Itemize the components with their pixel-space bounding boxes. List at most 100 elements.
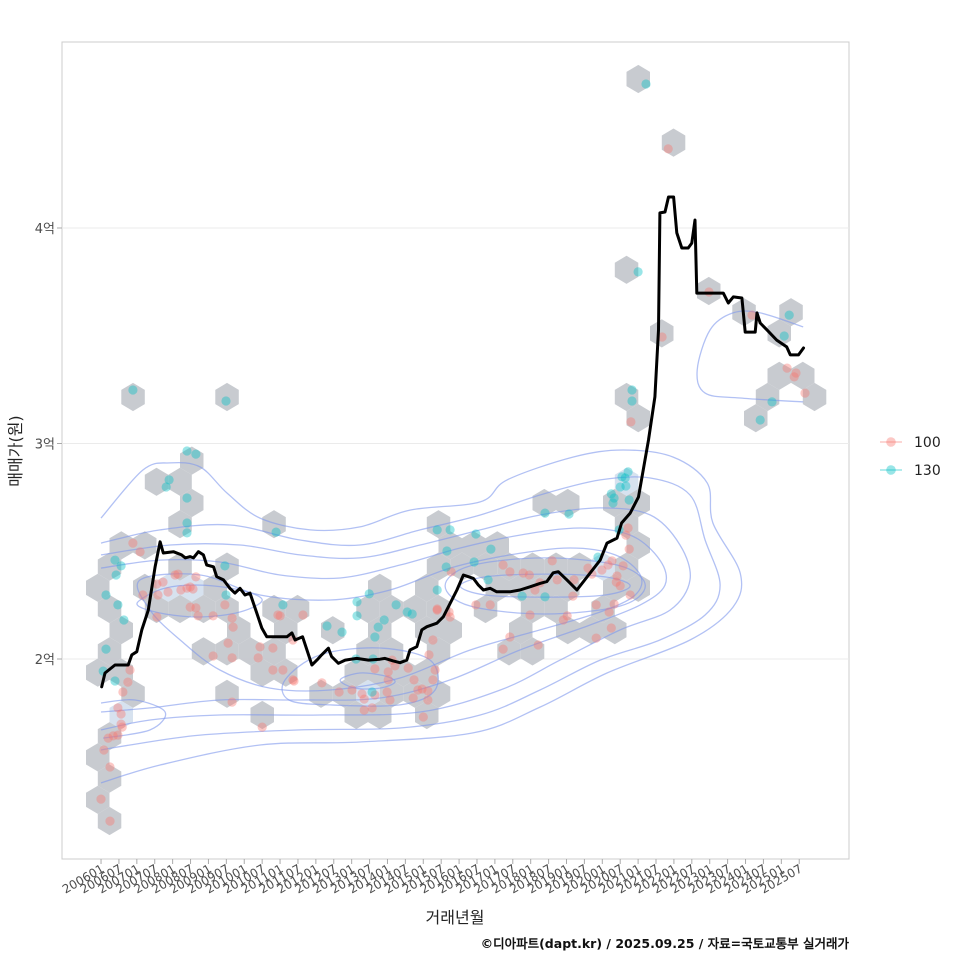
hexbin-cell [215, 637, 239, 666]
scatter-point-100 [403, 663, 413, 673]
hexbin-cell [356, 594, 380, 624]
hexbin-cell [591, 552, 615, 581]
scatter-point-100 [273, 610, 283, 620]
scatter-point-100 [505, 632, 515, 642]
scatter-point-130 [364, 589, 374, 599]
scatter-point-100 [220, 600, 230, 610]
scatter-point-100 [498, 560, 508, 570]
hexbin-cell [697, 276, 721, 306]
scatter-point-100 [611, 577, 621, 587]
scatter-point-130 [471, 529, 481, 539]
scatter-point-130 [220, 561, 230, 571]
hexbin-cell [532, 573, 556, 602]
hexbin-cell [767, 319, 791, 348]
scatter-point-100 [152, 579, 162, 589]
density-contour [100, 507, 691, 731]
y-axis: 2억 3억 4억 [35, 222, 62, 668]
hexbin-cell [368, 573, 392, 602]
hexbin-cell [626, 64, 650, 94]
scatter-point-100 [747, 310, 757, 320]
hexbin-cell [121, 382, 145, 412]
scatter-point-100 [191, 572, 201, 582]
trend-line [100, 195, 805, 689]
scatter-point-100 [123, 677, 133, 687]
density-contour [100, 476, 721, 751]
scatter-point-100 [800, 388, 810, 398]
scatter-point-100 [289, 676, 299, 686]
hexbin-cell [285, 594, 310, 624]
scatter-point-100 [383, 667, 393, 677]
scatter-point-100 [430, 665, 440, 675]
hexbin-cell [168, 467, 192, 496]
density-contour-layer [100, 310, 804, 784]
scatter-point-130 [564, 509, 574, 519]
hexbin-cell [473, 552, 498, 581]
scatter-point-100 [604, 607, 614, 617]
hexbin-cell [462, 531, 486, 560]
scatter-point-130 [191, 449, 201, 459]
scatter-point-100 [498, 644, 508, 654]
scatter-point-130 [784, 310, 794, 320]
hexbin-cell [86, 743, 110, 772]
scatter-point-130 [182, 493, 192, 503]
scatter-point-130 [352, 611, 362, 621]
legend: 100 130 [880, 435, 941, 479]
hexbin-cell [744, 404, 768, 433]
hexbin-cell [802, 382, 827, 412]
scatter-point-100 [382, 687, 392, 697]
scatter-point-130 [623, 467, 633, 477]
scatter-point-100 [621, 530, 631, 540]
scatter-point-100 [227, 697, 237, 707]
scatter-point-100 [791, 368, 801, 378]
scatter-point-130 [391, 600, 401, 610]
scatter-point-130 [627, 385, 637, 395]
scatter-point-130 [633, 267, 643, 277]
hexbin-cell [168, 510, 192, 539]
hexbin-cell [262, 637, 286, 666]
scatter-point-100 [96, 794, 106, 804]
scatter-point-130 [621, 481, 631, 491]
hexbin-cell [215, 382, 239, 412]
scatter-point-130 [271, 527, 281, 537]
scatter-point-100 [390, 661, 400, 671]
hexbin-cell [86, 785, 110, 814]
scatter-point-100 [471, 600, 481, 610]
scatter-point-100 [193, 611, 203, 621]
scatter-point-130 [161, 482, 171, 492]
scatter-point-100 [432, 604, 442, 614]
scatter-point-130 [779, 331, 789, 341]
scatter-point-130 [367, 687, 377, 697]
legend-item: 130 [880, 463, 941, 479]
scatter-point-100 [228, 622, 238, 632]
legend-item: 100 [880, 435, 941, 451]
scatter-point-100 [223, 638, 233, 648]
scatter-point-100 [113, 730, 123, 740]
hexbin-cell [368, 658, 392, 687]
density-contour [459, 573, 631, 598]
hexbin-cell [520, 594, 545, 624]
scatter-point-100 [170, 570, 180, 580]
hexbin-cell [97, 806, 122, 836]
scatter-point-100 [152, 612, 162, 622]
scatter-point-100 [116, 709, 126, 719]
hexbin-cell [614, 255, 639, 284]
scatter-point-100 [789, 372, 799, 382]
scatter-point-130 [113, 600, 123, 610]
hexbin-cell [262, 594, 286, 624]
trend-line-layer [100, 195, 805, 689]
scatter-point-100 [408, 693, 418, 703]
hexbin-cell [262, 510, 286, 539]
scatter-point-130 [517, 591, 527, 601]
scatter-point-130 [483, 575, 493, 585]
hexbin-cell [133, 531, 157, 560]
scatter-point-100 [125, 665, 135, 675]
scatter-point-130 [767, 397, 777, 407]
scatter-point-100 [298, 610, 308, 620]
scatter-point-130 [352, 597, 362, 607]
hexbin-cell [626, 404, 650, 433]
hexbin-cell [403, 594, 427, 624]
scatter-point-100 [409, 675, 419, 685]
scatter-point-100 [607, 556, 617, 566]
hexbin-cell [661, 128, 686, 157]
scatter-point-130 [379, 615, 389, 625]
